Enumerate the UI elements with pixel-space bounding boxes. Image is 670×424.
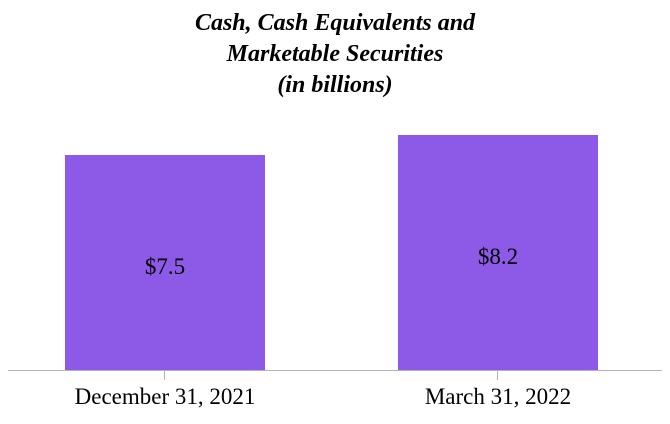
chart-title: Cash, Cash Equivalents and Marketable Se… — [0, 8, 670, 101]
chart-title-line-3: (in billions) — [277, 72, 393, 98]
x-axis-label-march-31-2022: March 31, 2022 — [424, 384, 572, 409]
x-axis-label-december-31-2021: December 31, 2021 — [74, 384, 256, 409]
x-axis-tick — [164, 370, 165, 380]
bar-value-label: $8.2 — [477, 244, 519, 270]
chart-title-line-2: Marketable Securities — [226, 41, 444, 67]
x-axis-tick — [497, 370, 498, 380]
bar-december-31-2021: $7.5 — [65, 155, 265, 370]
chart-title-line-1: Cash, Cash Equivalents and — [194, 10, 476, 36]
x-axis-line — [8, 370, 662, 371]
bar-march-31-2022: $8.2 — [398, 135, 598, 370]
bar-value-label: $7.5 — [144, 253, 186, 279]
